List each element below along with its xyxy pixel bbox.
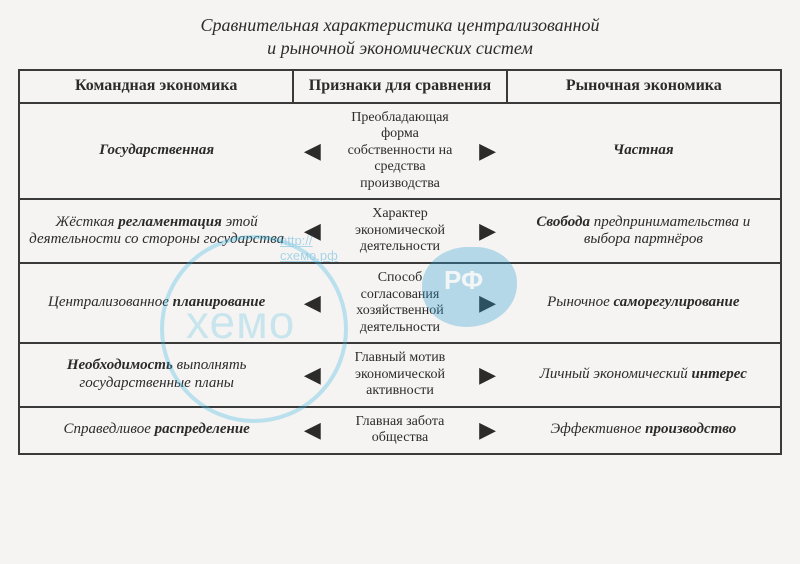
cell-mid: Главная забота общества — [331, 407, 468, 454]
arrow-right-icon: ▶ — [469, 343, 507, 407]
header-left: Командная экономика — [19, 70, 293, 103]
table-header-row: Командная экономика Признаки для сравнен… — [19, 70, 781, 103]
arrow-right-icon: ▶ — [469, 199, 507, 263]
arrow-left-icon: ◀ — [293, 263, 331, 343]
table-row: Централизованное планирование◀Способ сог… — [19, 263, 781, 343]
table-row: Необходимость выполнять государственные … — [19, 343, 781, 407]
title-line-1: Сравнительная характеристика централизов… — [200, 15, 599, 35]
cell-right: Рыночное саморегулирование — [507, 263, 781, 343]
cell-right: Эффективное производство — [507, 407, 781, 454]
arrow-left-icon: ◀ — [293, 407, 331, 454]
table-row: Жёсткая регламентация этой деятельности … — [19, 199, 781, 263]
cell-left: Централизованное планирование — [19, 263, 293, 343]
cell-mid: Способ согласования хозяйственной деятел… — [331, 263, 468, 343]
arrow-left-icon: ◀ — [293, 343, 331, 407]
arrow-right-icon: ▶ — [469, 263, 507, 343]
cell-mid: Главный мотив экономической активности — [331, 343, 468, 407]
cell-mid: Характер экономической деятельности — [331, 199, 468, 263]
cell-left: Необходимость выполнять государственные … — [19, 343, 293, 407]
arrow-right-icon: ▶ — [469, 407, 507, 454]
cell-left: Жёсткая регламентация этой деятельности … — [19, 199, 293, 263]
cell-mid: Преобладающая форма собственности на сре… — [331, 103, 468, 200]
page-title: Сравнительная характеристика централизов… — [18, 14, 782, 59]
cell-left: Государственная — [19, 103, 293, 200]
table-row: Государственная◀Преобладающая форма собс… — [19, 103, 781, 200]
cell-left: Справедливое распределение — [19, 407, 293, 454]
comparison-table: Командная экономика Признаки для сравнен… — [18, 69, 782, 455]
cell-right: Частная — [507, 103, 781, 200]
arrow-left-icon: ◀ — [293, 103, 331, 200]
arrow-right-icon: ▶ — [469, 103, 507, 200]
cell-right: Свобода предпринимательства и выбора пар… — [507, 199, 781, 263]
header-right: Рыночная экономика — [507, 70, 781, 103]
table-row: Справедливое распределение◀Главная забот… — [19, 407, 781, 454]
header-mid: Признаки для сравнения — [293, 70, 506, 103]
table-body: Государственная◀Преобладающая форма собс… — [19, 103, 781, 454]
page: Сравнительная характеристика централизов… — [0, 0, 800, 564]
arrow-left-icon: ◀ — [293, 199, 331, 263]
title-line-2: и рыночной экономических систем — [267, 38, 533, 58]
cell-right: Личный экономический интерес — [507, 343, 781, 407]
